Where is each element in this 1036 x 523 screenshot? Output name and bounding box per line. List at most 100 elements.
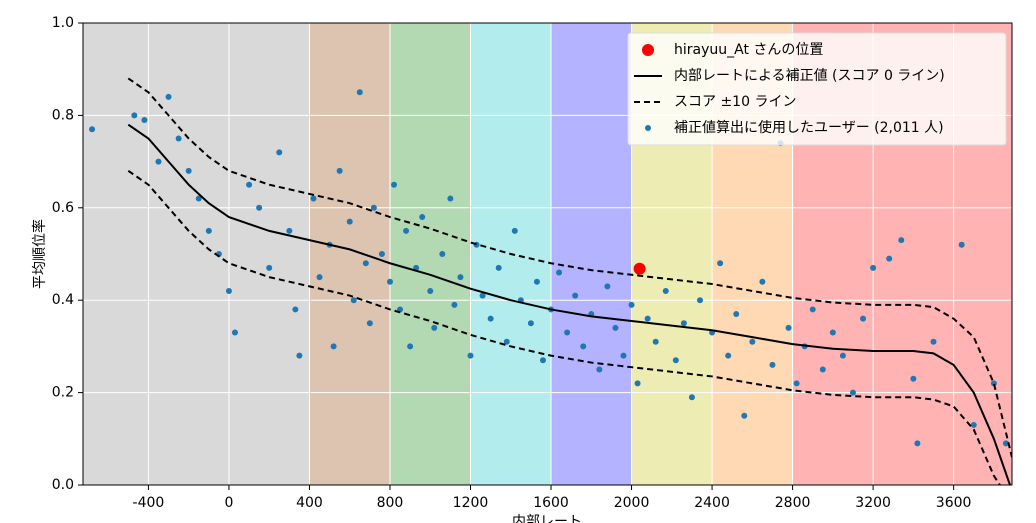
scatter-point — [479, 292, 486, 299]
scatter-point — [725, 352, 732, 359]
scatter-point — [572, 292, 579, 299]
scatter-point — [310, 195, 317, 202]
scatter-point — [286, 227, 293, 234]
x-tick-label: 1200 — [453, 495, 489, 511]
legend-label: 内部レートによる補正値 (スコア 0 ライン) — [674, 68, 945, 84]
scatter-point — [769, 361, 776, 368]
scatter-point — [419, 214, 426, 221]
scatter-point — [688, 394, 695, 401]
scatter-point — [447, 195, 454, 202]
band — [83, 23, 310, 485]
scatter-point — [749, 338, 756, 345]
scatter-point — [612, 324, 619, 331]
scatter-point — [386, 278, 393, 285]
legend-marker — [642, 44, 654, 56]
scatter-point — [266, 264, 273, 271]
legend-label: hirayuu_At さんの位置 — [674, 42, 823, 58]
dashed-line — [127, 77, 1012, 458]
scatter-point — [378, 251, 385, 257]
scatter-point — [620, 352, 627, 359]
dashed-line — [127, 170, 1001, 485]
legend-box — [627, 32, 1007, 146]
scatter-point — [503, 338, 510, 345]
scatter-point — [696, 297, 703, 304]
scatter-point — [467, 352, 474, 359]
scatter-point — [330, 343, 337, 350]
scatter-point — [849, 389, 856, 396]
x-tick-label: -400 — [133, 495, 165, 511]
scatter-point — [829, 329, 836, 336]
scatter-point — [680, 320, 687, 327]
y-tick-label: 0.4 — [52, 292, 74, 308]
scatter-point — [225, 287, 232, 294]
scatter-point — [644, 315, 651, 322]
scatter-point — [366, 320, 373, 327]
scatter-point — [604, 283, 611, 290]
scatter-point — [362, 260, 369, 267]
scatter-point — [533, 278, 540, 285]
fit-line — [127, 123, 1011, 485]
y-tick-label: 1.0 — [52, 15, 74, 31]
scatter-point — [886, 255, 893, 262]
scatter-point — [793, 380, 800, 387]
scatter-point — [596, 366, 603, 373]
scatter-point — [89, 126, 96, 133]
x-tick-label: 0 — [224, 495, 233, 511]
scatter-point — [495, 264, 502, 271]
scatter-point — [346, 218, 353, 225]
scatter-point — [370, 204, 377, 211]
scatter-point — [141, 117, 148, 124]
highlight-point — [633, 262, 646, 275]
scatter-point — [165, 93, 172, 100]
scatter-point — [155, 158, 162, 165]
scatter-point — [970, 421, 977, 428]
scatter-point — [431, 324, 438, 331]
scatter-point — [439, 251, 446, 257]
scatter-point — [231, 329, 238, 336]
scatter-point — [487, 315, 494, 322]
scatter-point — [717, 260, 724, 267]
scatter-point — [276, 149, 283, 156]
scatter-point — [356, 89, 363, 96]
legend-label: 補正値算出に使用したユーザー (2,011 人) — [674, 119, 944, 136]
scatter-point — [511, 227, 518, 234]
scatter-point — [785, 324, 792, 331]
scatter-point — [759, 278, 766, 285]
scatter-point — [256, 204, 263, 211]
x-tick-label: 400 — [296, 495, 323, 511]
band — [309, 23, 390, 485]
scatter-point — [1002, 440, 1009, 447]
legend-label: スコア ±10 ライン — [674, 94, 796, 110]
x-tick-label: 3600 — [936, 495, 972, 511]
scatter-point — [527, 320, 534, 327]
scatter-point — [733, 311, 740, 318]
scatter-point — [451, 301, 458, 308]
scatter-point — [131, 112, 138, 119]
scatter-point — [539, 357, 546, 364]
scatter-point — [556, 269, 563, 276]
x-tick-label: 1600 — [533, 495, 569, 511]
scatter-point — [457, 274, 464, 281]
scatter-point — [246, 181, 253, 188]
scatter-point — [741, 412, 748, 419]
scatter-point — [564, 329, 571, 336]
y-tick-label: 0.8 — [52, 107, 74, 123]
scatter-point — [195, 195, 202, 202]
scatter-point — [672, 357, 679, 364]
scatter-point — [316, 274, 323, 281]
scatter-point — [914, 440, 921, 447]
scatter-point — [628, 301, 635, 308]
scatter-point — [292, 306, 299, 313]
legend-marker — [645, 125, 651, 131]
scatter-point — [336, 167, 343, 174]
x-tick-label: 2800 — [775, 495, 811, 511]
scatter-point — [990, 380, 997, 387]
y-tick-label: 0.6 — [52, 200, 74, 216]
x-tick-label: 2000 — [614, 495, 650, 511]
scatter-point — [175, 135, 182, 142]
scatter-point — [580, 343, 587, 350]
scatter-point — [350, 297, 357, 304]
scatter-point — [898, 237, 905, 244]
x-tick-label: 3200 — [855, 495, 891, 511]
